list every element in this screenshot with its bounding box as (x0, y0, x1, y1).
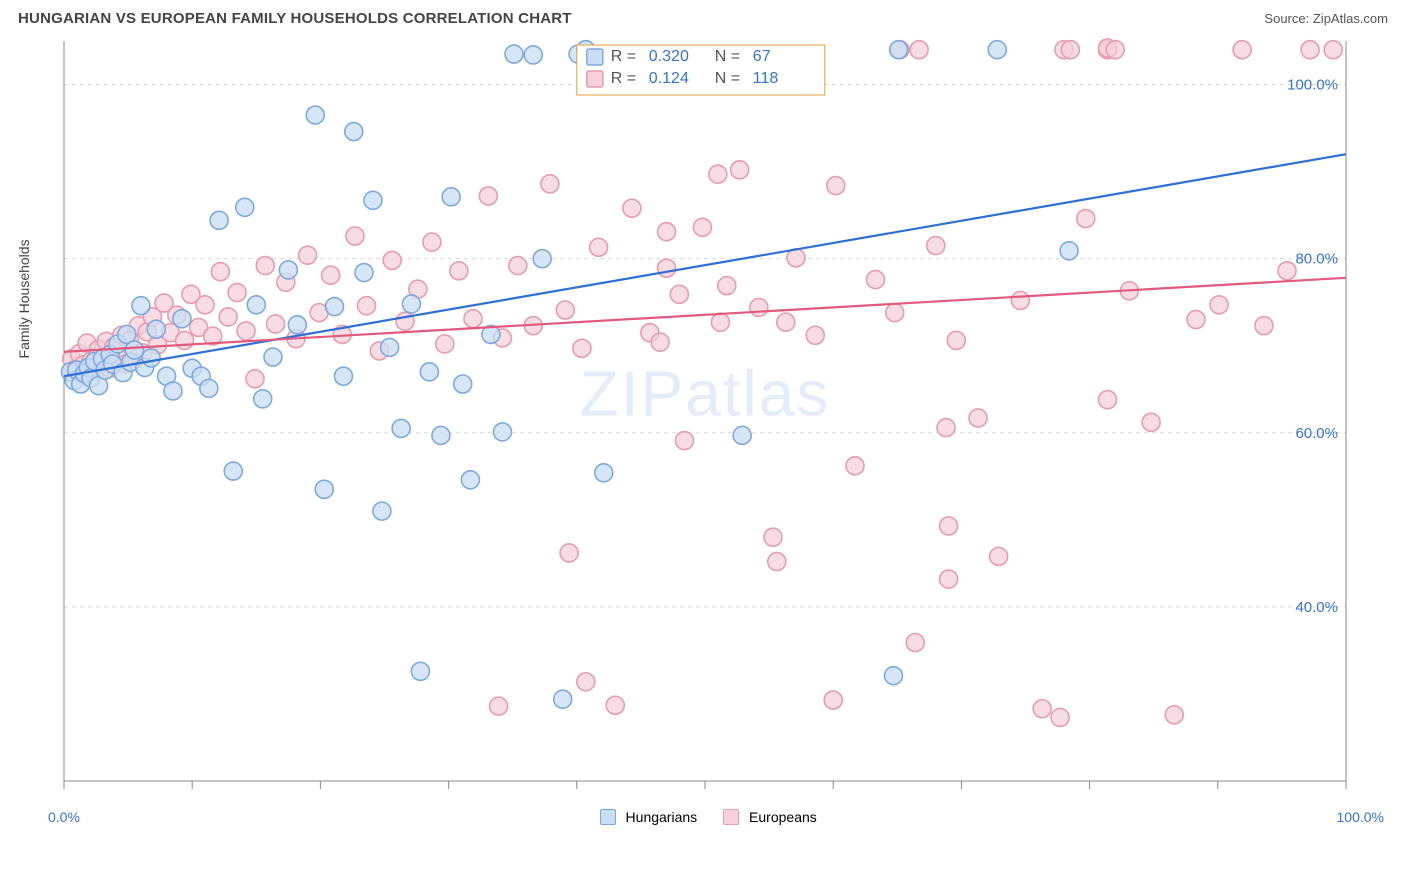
source-attrib: Source: ZipAtlas.com (1264, 11, 1388, 26)
svg-text:ZIPatlas: ZIPatlas (580, 357, 831, 429)
source-label: Source: (1264, 11, 1309, 26)
swatch-icon (723, 809, 739, 825)
y-axis-label: Family Households (16, 239, 32, 358)
source-name: ZipAtlas.com (1313, 11, 1388, 26)
swatch-icon (600, 809, 616, 825)
legend-item-europeans: Europeans (723, 809, 817, 825)
svg-text:80.0%: 80.0% (1295, 251, 1338, 268)
x-axis-max-label: 100.0% (1337, 809, 1384, 825)
svg-text:60.0%: 60.0% (1295, 425, 1338, 442)
chart-title: HUNGARIAN VS EUROPEAN FAMILY HOUSEHOLDS … (18, 10, 572, 27)
scatter-chart: 40.0% 60.0% 80.0% 100.0% ZIPatlas R = 0.320 N =… (18, 33, 1358, 803)
svg-text:100.0%: 100.0% (1287, 77, 1338, 94)
svg-text:67: 67 (753, 48, 771, 65)
svg-text:0.124: 0.124 (649, 70, 689, 87)
legend-label: Europeans (749, 809, 817, 825)
svg-text:R =: R = (611, 48, 636, 65)
x-axis-min-label: 0.0% (48, 809, 80, 825)
svg-text:118: 118 (753, 70, 779, 87)
svg-text:N =: N = (715, 70, 740, 87)
svg-text:R =: R = (611, 70, 636, 87)
svg-text:40.0%: 40.0% (1295, 599, 1338, 616)
legend-item-hungarians: Hungarians (600, 809, 698, 825)
svg-text:N =: N = (715, 48, 740, 65)
bottom-legend: Hungarians Europeans (600, 809, 817, 825)
svg-text:0.320: 0.320 (649, 48, 689, 65)
legend-label: Hungarians (626, 809, 698, 825)
